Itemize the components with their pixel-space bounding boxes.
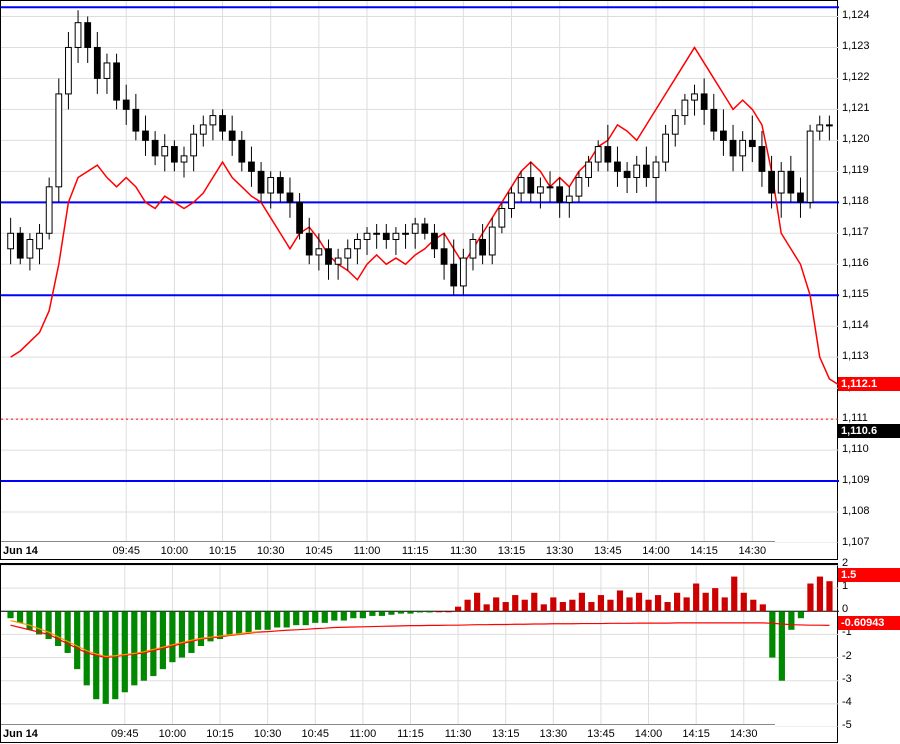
indicator-x-tick: 09:45 <box>111 728 139 740</box>
indicator-x-tick: 10:45 <box>301 728 329 740</box>
price-y-tick: 1,107 <box>838 536 900 548</box>
price-x-axis: Jun 14 09:45 10:00 10:15 10:30 10:45 11:00 11:… <box>1 541 775 559</box>
indicator-x-tick: 10:00 <box>159 728 187 740</box>
price-x-tick: 10:00 <box>161 545 189 557</box>
indicator-tag: 1.5 <box>838 568 900 582</box>
indicator-y-axis: -5-4-3-2-10121.5-0.60943 <box>838 563 900 743</box>
price-y-tick: 1,115 <box>838 288 900 300</box>
indicator-tag: -0.60943 <box>838 616 900 630</box>
price-y-tick: 1,121 <box>838 102 900 114</box>
indicator-x-tick: 14:00 <box>635 728 663 740</box>
indicator-date-label: Jun 14 <box>3 728 38 740</box>
price-x-tick: 14:30 <box>739 545 767 557</box>
price-y-tick: 1,111 <box>838 412 900 424</box>
indicator-y-tick: 1 <box>838 580 900 592</box>
price-x-tick: 10:30 <box>257 545 285 557</box>
price-x-tick: 10:15 <box>209 545 237 557</box>
indicator-x-tick: 14:15 <box>682 728 710 740</box>
price-x-tick: 14:00 <box>642 545 670 557</box>
price-x-tick: 11:15 <box>402 545 429 557</box>
indicator-y-tick: 0 <box>838 603 900 615</box>
price-y-tick: 1,113 <box>838 350 900 362</box>
price-y-tick: 1,123 <box>838 40 900 52</box>
price-tag: 1,110.6 <box>838 424 900 438</box>
price-y-tick: 1,117 <box>838 226 900 238</box>
price-y-tick: 1,122 <box>838 71 900 83</box>
indicator-x-tick: 10:15 <box>206 728 234 740</box>
price-y-tick: 1,109 <box>838 474 900 486</box>
price-y-tick: 1,118 <box>838 195 900 207</box>
price-svg <box>1 1 839 543</box>
indicator-plot-area <box>1 565 775 724</box>
price-y-tick: 1,114 <box>838 319 900 331</box>
indicator-x-tick: 11:00 <box>350 728 377 740</box>
indicator-x-tick: 14:30 <box>730 728 758 740</box>
indicator-y-tick: -3 <box>838 673 900 685</box>
indicator-x-tick: 13:15 <box>492 728 520 740</box>
price-date-label: Jun 14 <box>3 545 38 557</box>
price-y-tick: 1,120 <box>838 133 900 145</box>
price-x-tick: 13:15 <box>498 545 526 557</box>
price-y-tick: 1,110 <box>838 443 900 455</box>
indicator-x-tick: 11:15 <box>397 728 424 740</box>
price-tag: 1,112.1 <box>838 377 900 391</box>
indicator-x-axis: Jun 14 09:45 10:00 10:15 10:30 10:45 11:00 11:… <box>1 724 775 742</box>
indicator-x-tick: 10:30 <box>254 728 282 740</box>
price-x-tick: 13:30 <box>546 545 574 557</box>
price-x-tick: 09:45 <box>112 545 140 557</box>
indicator-chart[interactable]: Jun 14 09:45 10:00 10:15 10:30 10:45 11:00 11:… <box>0 563 838 743</box>
indicator-x-tick: 11:30 <box>445 728 472 740</box>
price-x-tick: 10:45 <box>305 545 333 557</box>
indicator-x-tick: 13:30 <box>540 728 568 740</box>
price-chart[interactable]: Jun 14 09:45 10:00 10:15 10:30 10:45 11:00 11:… <box>0 0 838 560</box>
price-y-axis: 1,1071,1081,1091,1101,1111,1121,1131,114… <box>838 0 900 560</box>
indicator-y-tick: -2 <box>838 650 900 662</box>
price-y-tick: 1,108 <box>838 505 900 517</box>
price-x-tick: 11:30 <box>450 545 477 557</box>
indicator-svg <box>1 565 839 727</box>
indicator-y-tick: -4 <box>838 696 900 708</box>
price-y-tick: 1,119 <box>838 164 900 176</box>
price-y-tick: 1,116 <box>838 257 900 269</box>
price-plot-area <box>1 1 775 541</box>
indicator-x-tick: 13:45 <box>587 728 615 740</box>
price-x-tick: 13:45 <box>594 545 622 557</box>
price-y-tick: 1,124 <box>838 9 900 21</box>
indicator-y-tick: -5 <box>838 719 900 731</box>
price-x-tick: 14:15 <box>690 545 718 557</box>
price-x-tick: 11:00 <box>354 545 381 557</box>
